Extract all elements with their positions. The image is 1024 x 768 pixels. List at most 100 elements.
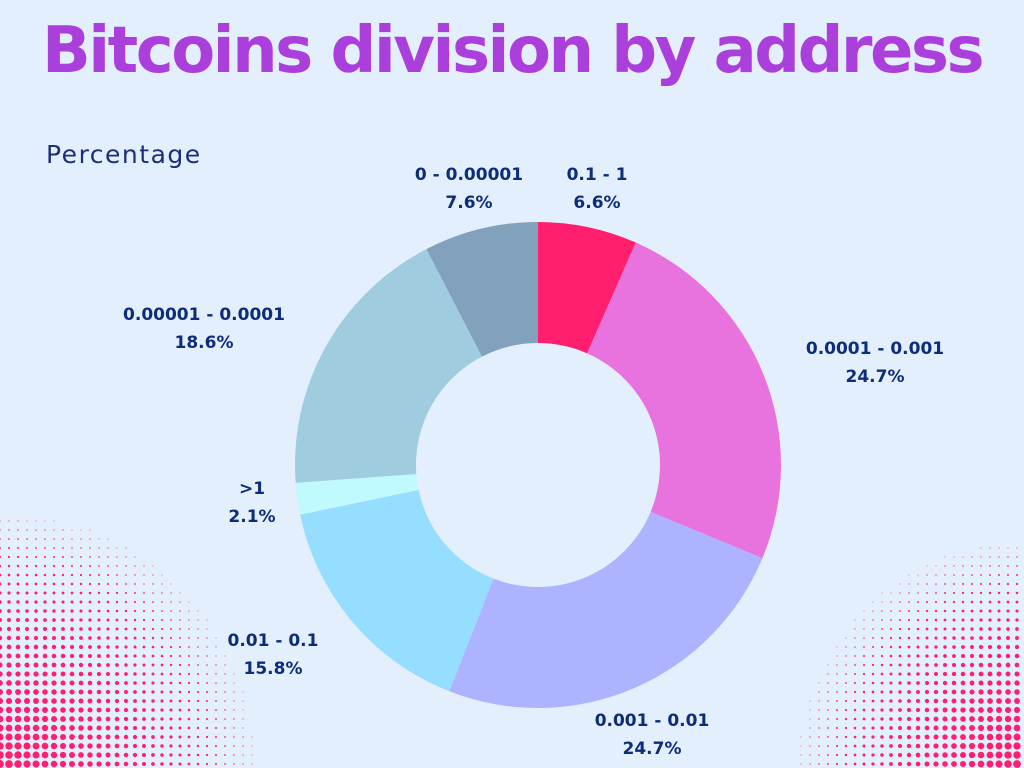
halftone-dot	[908, 610, 910, 612]
halftone-dot	[853, 681, 857, 685]
halftone-dot	[106, 600, 110, 604]
halftone-dot	[134, 592, 136, 594]
halftone-dot	[898, 645, 902, 649]
chart-title: Bitcoins division by address	[41, 14, 985, 88]
halftone-dot	[187, 690, 191, 694]
halftone-dot	[88, 600, 92, 604]
halftone-dot	[926, 583, 928, 585]
halftone-dot	[827, 682, 829, 684]
halftone-dot	[961, 645, 965, 649]
halftone-dot	[969, 725, 975, 731]
halftone-dot	[943, 654, 947, 658]
halftone-dot	[979, 636, 983, 640]
halftone-dot	[935, 565, 937, 567]
halftone-dot	[115, 591, 119, 595]
halftone-dot	[854, 664, 856, 666]
halftone-dot	[988, 582, 992, 586]
chart-subtitle: Percentage	[46, 140, 202, 169]
halftone-dot	[845, 664, 847, 666]
halftone-dot	[908, 592, 910, 594]
halftone-dot	[997, 582, 1001, 586]
halftone-dot	[33, 680, 39, 686]
halftone-dot	[42, 644, 48, 650]
halftone-dot	[844, 744, 848, 748]
halftone-dot	[952, 636, 956, 640]
halftone-dot	[96, 689, 102, 695]
halftone-dot	[835, 735, 839, 739]
halftone-dot	[970, 645, 974, 649]
halftone-dot	[62, 547, 64, 549]
halftone-dot	[178, 744, 182, 748]
halftone-dot	[934, 636, 938, 640]
halftone-dot	[835, 744, 839, 748]
halftone-dot	[205, 762, 209, 766]
halftone-dot	[1004, 733, 1012, 741]
halftone-dot	[242, 745, 244, 747]
halftone-dot	[836, 691, 838, 693]
halftone-dot	[97, 609, 101, 613]
halftone-dot	[986, 760, 994, 768]
halftone-dot	[61, 600, 65, 604]
halftone-dot	[16, 573, 20, 577]
halftone-dot	[187, 762, 191, 766]
halftone-dot	[78, 698, 84, 704]
halftone-dot	[1005, 680, 1011, 686]
halftone-dot	[997, 609, 1001, 613]
halftone-dot	[62, 529, 64, 531]
halftone-dot	[6, 662, 12, 668]
halftone-dot	[899, 610, 901, 612]
halftone-dot	[52, 573, 56, 577]
halftone-dot	[15, 653, 21, 659]
halftone-dot	[71, 547, 73, 549]
halftone-dot	[142, 744, 146, 748]
halftone-dot	[14, 742, 22, 750]
halftone-dot	[862, 735, 866, 739]
halftone-dot	[827, 736, 829, 738]
halftone-dot	[206, 700, 208, 702]
halftone-dot	[69, 716, 75, 722]
halftone-dot	[116, 583, 118, 585]
halftone-dot	[871, 753, 875, 757]
halftone-dot	[70, 600, 74, 604]
halftone-dot	[105, 743, 111, 749]
halftone-dot	[0, 715, 4, 723]
halftone-dot	[862, 708, 866, 712]
halftone-dot	[907, 645, 911, 649]
halftone-dot	[70, 618, 74, 622]
halftone-dot	[926, 592, 928, 594]
halftone-dot	[178, 663, 182, 667]
halftone-dot	[169, 744, 173, 748]
halftone-dot	[115, 654, 119, 658]
halftone-dot	[242, 727, 244, 729]
halftone-dot	[79, 600, 83, 604]
halftone-dot	[78, 725, 84, 731]
halftone-dot	[962, 565, 964, 567]
halftone-dot	[962, 583, 964, 585]
halftone-dot	[0, 706, 4, 714]
halftone-dot	[114, 689, 120, 695]
halftone-dot	[224, 754, 226, 756]
halftone-dot	[978, 689, 984, 695]
halftone-dot	[987, 671, 993, 677]
halftone-dot	[87, 680, 93, 686]
halftone-dot	[1004, 724, 1012, 732]
halftone-dot	[142, 699, 146, 703]
halftone-dot	[34, 582, 38, 586]
halftone-dot	[996, 644, 1002, 650]
halftone-dot	[87, 707, 93, 713]
halftone-dot	[1005, 644, 1011, 650]
halftone-dot	[960, 743, 966, 749]
halftone-dot	[169, 699, 173, 703]
halftone-dot	[205, 735, 209, 739]
halftone-dot	[24, 644, 30, 650]
halftone-dot	[898, 690, 902, 694]
halftone-dot	[224, 691, 226, 693]
halftone-dot	[224, 745, 226, 747]
halftone-dot	[242, 700, 244, 702]
halftone-dot	[51, 635, 57, 641]
halftone-dot	[951, 662, 957, 668]
halftone-dot	[23, 733, 31, 741]
halftone-dot	[959, 751, 967, 759]
halftone-dot	[215, 664, 217, 666]
halftone-dot	[43, 618, 47, 622]
